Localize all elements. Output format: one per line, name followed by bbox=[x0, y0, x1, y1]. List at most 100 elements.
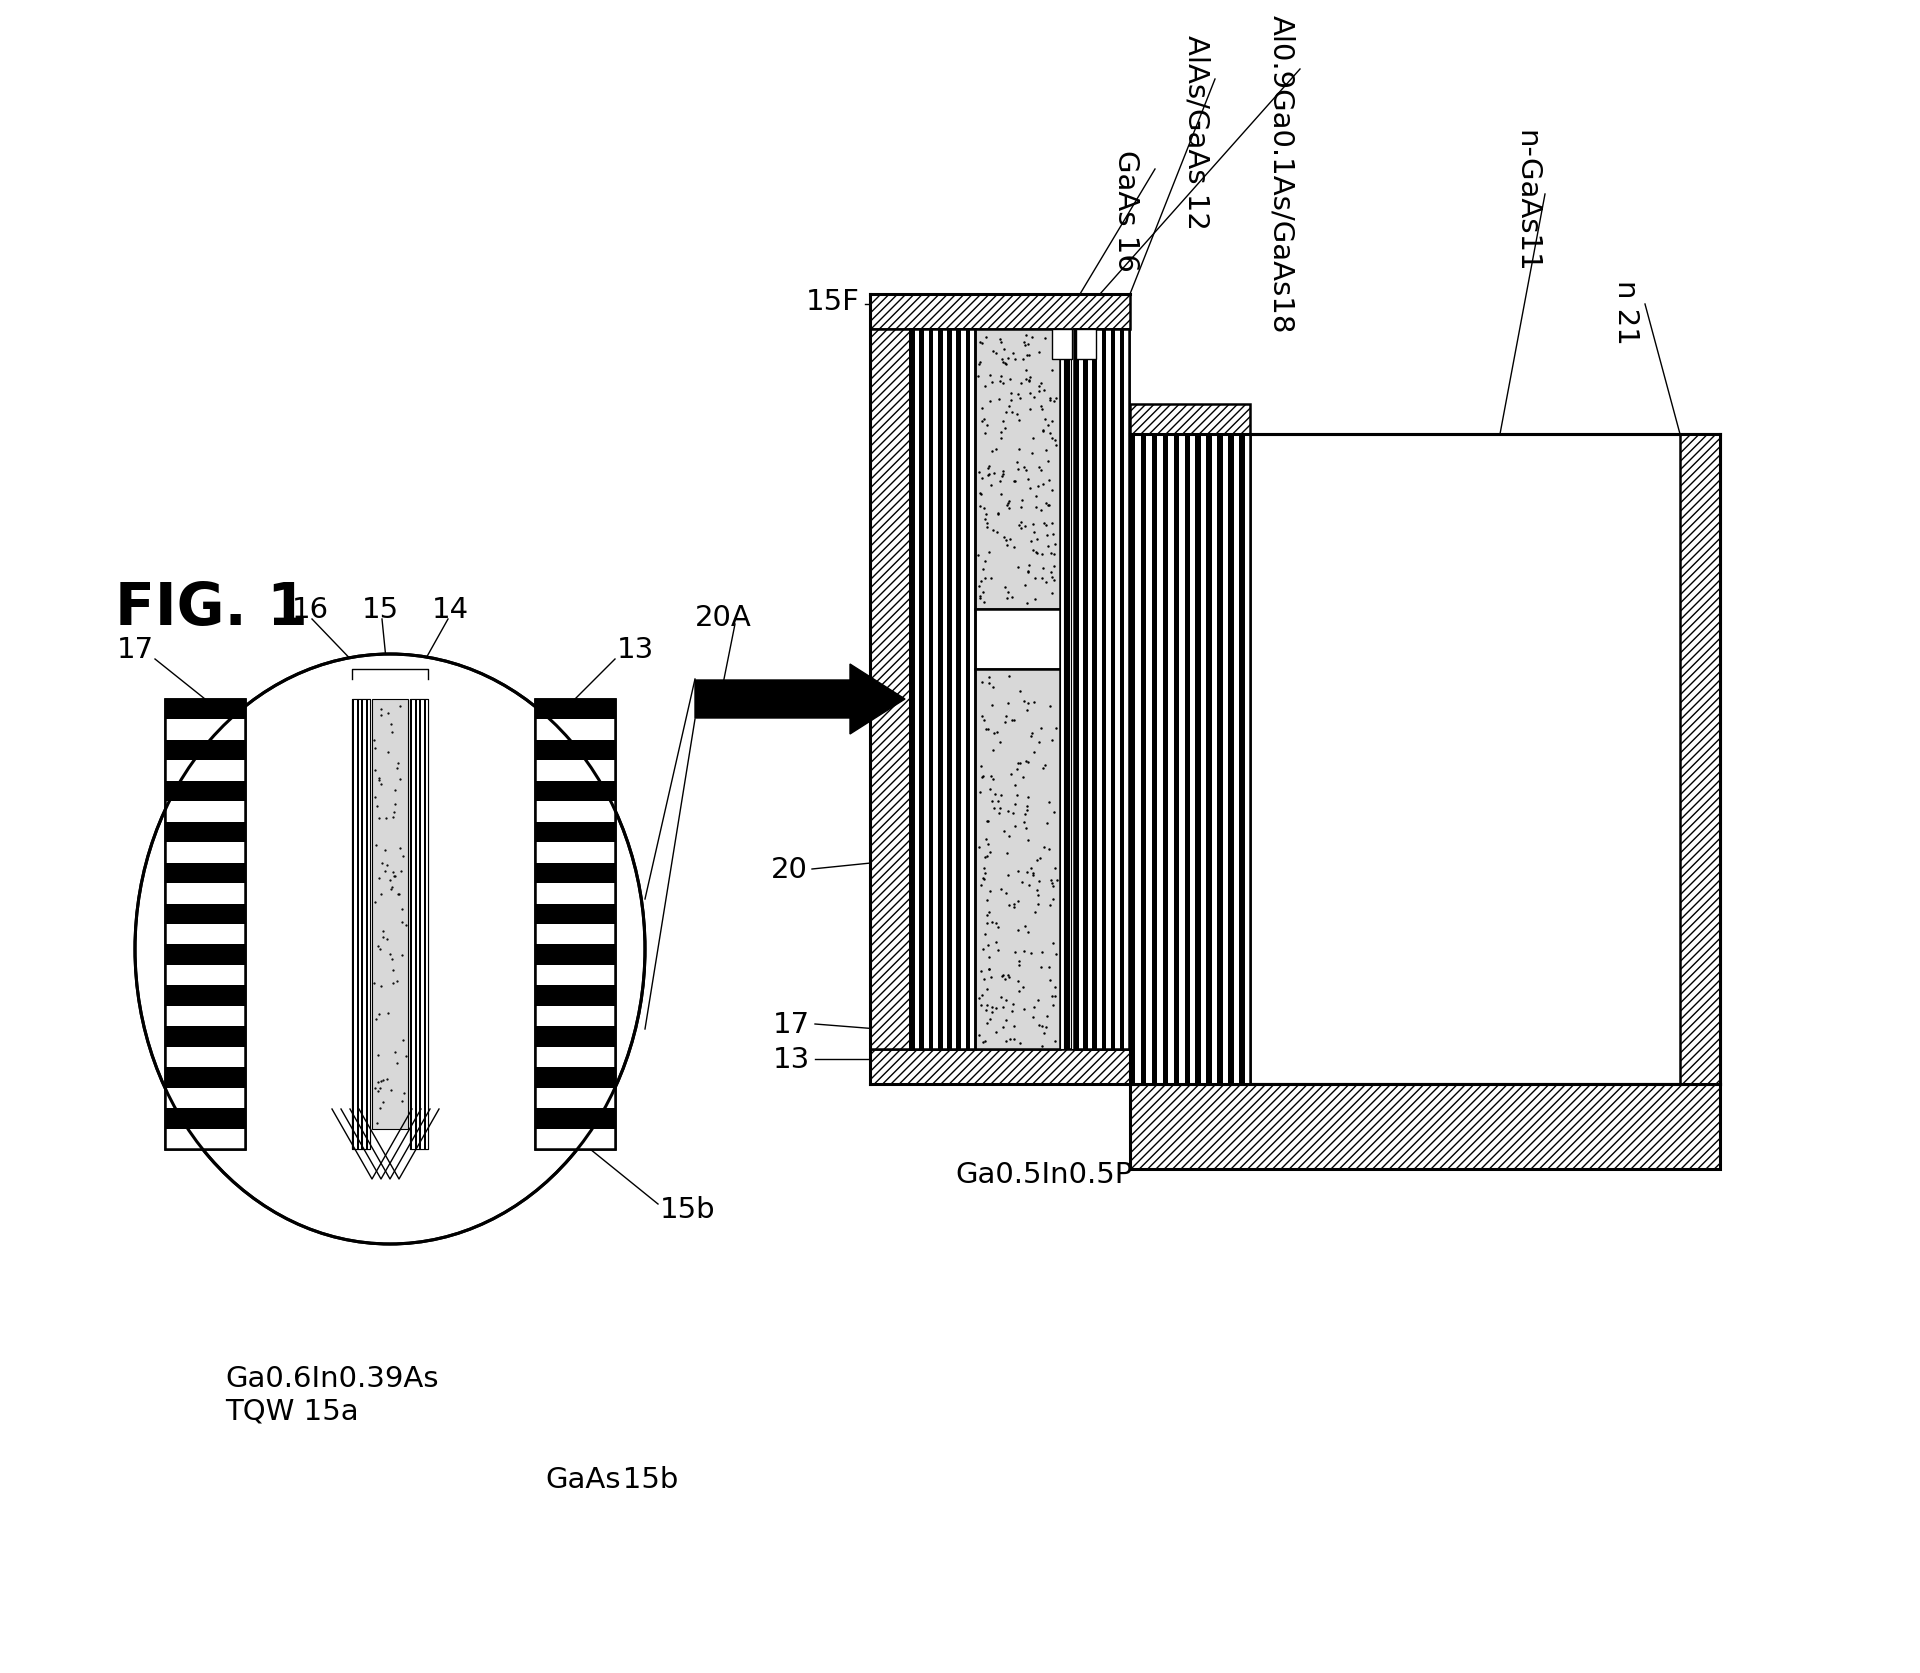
Text: n-GaAs11: n-GaAs11 bbox=[1513, 130, 1540, 273]
Bar bbox=[1223, 435, 1229, 1084]
Bar bbox=[165, 1129, 246, 1149]
Bar bbox=[1140, 435, 1146, 1084]
Bar bbox=[411, 699, 428, 1149]
Bar bbox=[165, 1005, 246, 1027]
Text: 17: 17 bbox=[117, 636, 154, 664]
Text: Ga0.6In0.39As
TQW 15a: Ga0.6In0.39As TQW 15a bbox=[225, 1363, 438, 1424]
Bar bbox=[1131, 435, 1250, 1084]
Bar bbox=[536, 699, 614, 1149]
Bar bbox=[165, 699, 246, 1149]
Bar bbox=[372, 699, 409, 1129]
Bar bbox=[165, 801, 246, 821]
Bar bbox=[165, 1027, 246, 1047]
Bar bbox=[914, 330, 920, 1049]
Bar bbox=[165, 699, 246, 1149]
Text: Ga0.5In0.5P: Ga0.5In0.5P bbox=[954, 1161, 1133, 1188]
Text: GaAs 16: GaAs 16 bbox=[1112, 151, 1140, 271]
Bar bbox=[1244, 435, 1250, 1084]
Text: 14: 14 bbox=[432, 596, 468, 624]
Bar bbox=[165, 741, 246, 761]
Bar bbox=[361, 699, 363, 1149]
Bar bbox=[952, 330, 956, 1049]
Bar bbox=[1073, 330, 1129, 1049]
Bar bbox=[536, 1067, 614, 1087]
Text: 19: 19 bbox=[927, 304, 966, 331]
Bar bbox=[165, 1067, 246, 1087]
Bar bbox=[920, 330, 924, 1049]
Bar bbox=[1680, 435, 1720, 1084]
Bar bbox=[929, 330, 933, 1049]
Text: 13: 13 bbox=[772, 1046, 810, 1074]
Bar bbox=[947, 330, 952, 1049]
Bar bbox=[165, 1109, 246, 1129]
Ellipse shape bbox=[134, 654, 645, 1245]
Bar bbox=[165, 985, 246, 1005]
Bar bbox=[1110, 330, 1116, 1049]
Bar bbox=[165, 925, 246, 945]
Bar bbox=[1131, 435, 1135, 1084]
Bar bbox=[165, 821, 246, 843]
Bar bbox=[365, 699, 369, 1149]
Text: Al0.9Ga0.1As/GaAs18: Al0.9Ga0.1As/GaAs18 bbox=[1267, 15, 1294, 333]
Bar bbox=[536, 925, 614, 945]
Text: n 21: n 21 bbox=[1613, 279, 1640, 345]
Bar bbox=[351, 699, 371, 1149]
Bar bbox=[165, 863, 246, 883]
Bar bbox=[1079, 330, 1083, 1049]
Text: 20: 20 bbox=[772, 855, 808, 883]
Text: 17: 17 bbox=[774, 1010, 810, 1039]
Bar bbox=[870, 1049, 1131, 1084]
Bar bbox=[933, 330, 937, 1049]
Bar bbox=[165, 843, 246, 863]
Bar bbox=[426, 699, 428, 1149]
Bar bbox=[1135, 435, 1140, 1084]
Text: 20A: 20A bbox=[695, 604, 753, 632]
Bar bbox=[411, 699, 428, 1149]
Bar bbox=[369, 699, 371, 1149]
Bar bbox=[536, 883, 614, 903]
Bar bbox=[975, 609, 1060, 669]
Bar bbox=[1206, 435, 1212, 1084]
Bar bbox=[1119, 330, 1125, 1049]
Bar bbox=[536, 821, 614, 843]
Bar bbox=[1146, 435, 1152, 1084]
Text: 15b: 15b bbox=[660, 1195, 716, 1223]
Bar bbox=[1106, 330, 1110, 1049]
Bar bbox=[1131, 435, 1720, 1084]
Bar bbox=[419, 699, 420, 1149]
Bar bbox=[536, 699, 614, 1149]
Bar bbox=[1073, 330, 1129, 1049]
Text: 13: 13 bbox=[616, 636, 653, 664]
Bar bbox=[424, 699, 426, 1149]
Bar bbox=[355, 699, 357, 1149]
Bar bbox=[411, 699, 413, 1149]
Bar bbox=[1164, 435, 1167, 1084]
Bar bbox=[420, 699, 424, 1149]
Bar bbox=[1217, 435, 1223, 1084]
Bar bbox=[1235, 435, 1238, 1084]
Bar bbox=[536, 945, 614, 965]
Bar bbox=[870, 330, 910, 1049]
Bar bbox=[536, 1047, 614, 1067]
Bar bbox=[536, 719, 614, 741]
Bar bbox=[165, 945, 246, 965]
Bar bbox=[536, 761, 614, 781]
Bar bbox=[351, 699, 371, 1149]
Bar bbox=[1116, 330, 1119, 1049]
Bar bbox=[536, 843, 614, 863]
Bar bbox=[1096, 330, 1102, 1049]
Bar bbox=[1158, 435, 1164, 1084]
Bar bbox=[536, 863, 614, 883]
Bar bbox=[870, 294, 1131, 1084]
Bar bbox=[165, 1087, 246, 1109]
Bar bbox=[910, 330, 914, 1049]
Bar bbox=[359, 699, 361, 1149]
Bar bbox=[536, 1109, 614, 1129]
Bar bbox=[943, 330, 947, 1049]
Bar bbox=[363, 699, 365, 1149]
Bar bbox=[970, 330, 975, 1049]
Bar bbox=[536, 1005, 614, 1027]
Bar bbox=[165, 1047, 246, 1067]
Bar bbox=[1131, 435, 1250, 1084]
Bar bbox=[536, 985, 614, 1005]
